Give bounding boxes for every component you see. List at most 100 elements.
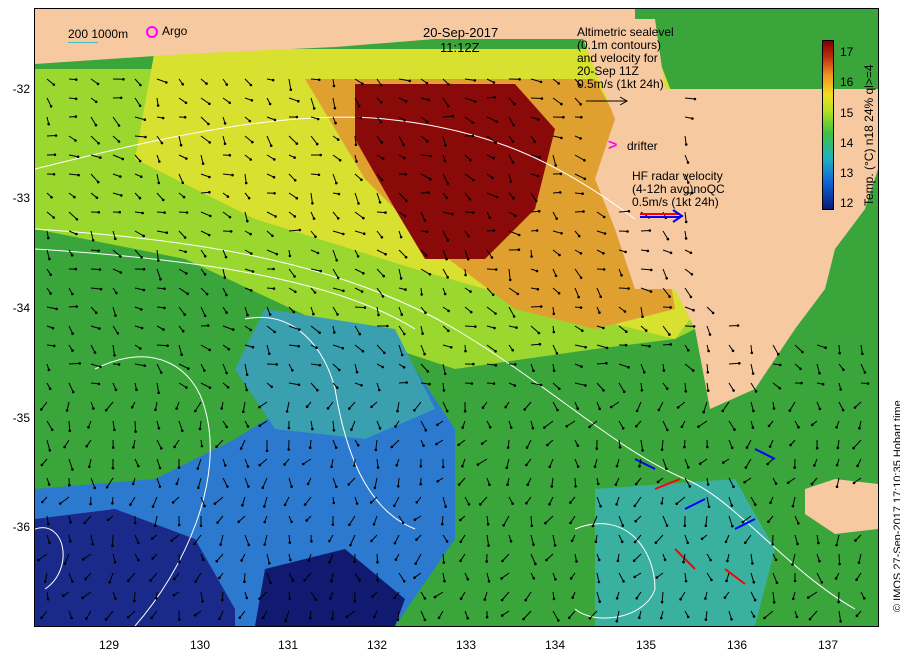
velocity-arrow-head — [813, 464, 816, 467]
velocity-arrow-head — [156, 104, 160, 107]
velocity-arrow-head — [515, 326, 518, 329]
velocity-arrow — [200, 173, 210, 178]
velocity-arrow-head — [75, 218, 79, 221]
velocity-arrow-head — [810, 482, 814, 486]
velocity-arrow-head — [307, 559, 311, 562]
velocity-arrow-head — [436, 479, 440, 483]
velocity-arrow-head — [348, 407, 351, 410]
velocity-arrow-head — [334, 121, 337, 125]
velocity-arrow-head — [768, 445, 772, 448]
velocity-arrow-head — [49, 273, 52, 277]
velocity-arrow — [508, 116, 515, 126]
velocity-arrow-head — [550, 485, 554, 488]
velocity-arrow-head — [216, 521, 219, 524]
velocity-arrow-head — [471, 121, 475, 124]
velocity-arrow-head — [335, 485, 338, 489]
velocity-arrow-head — [193, 613, 197, 617]
velocity-arrow-head — [362, 232, 366, 235]
velocity-arrow-head — [793, 579, 797, 583]
velocity-arrow-head — [157, 259, 160, 262]
velocity-arrow — [174, 439, 180, 448]
velocity-arrow-head — [163, 287, 166, 291]
velocity-arrow-head — [275, 252, 279, 256]
velocity-arrow-head — [444, 505, 448, 508]
velocity-arrow-head — [357, 104, 361, 108]
velocity-arrow-head — [249, 232, 252, 236]
velocity-arrow-head — [579, 276, 583, 280]
velocity-arrow — [610, 401, 620, 408]
velocity-arrow-head — [315, 346, 318, 350]
velocity-arrow — [331, 572, 334, 582]
velocity-arrow — [750, 572, 755, 583]
velocity-arrow — [376, 211, 386, 214]
velocity-arrow — [552, 97, 562, 105]
velocity-arrow-head — [275, 363, 278, 366]
velocity-arrow-head — [665, 524, 669, 527]
velocity-arrow — [90, 477, 96, 489]
velocity-arrow-head — [538, 156, 542, 159]
velocity-arrow-head — [638, 616, 641, 619]
velocity-arrow-head — [621, 524, 625, 527]
velocity-arrow — [376, 135, 383, 143]
velocity-arrow — [594, 458, 598, 467]
velocity-arrow-head — [358, 332, 362, 336]
temperature-colorbar — [822, 40, 834, 210]
velocity-arrow — [703, 401, 708, 413]
velocity-arrow — [442, 363, 446, 374]
velocity-arrow-head — [622, 580, 625, 583]
velocity-arrow-head — [378, 201, 382, 204]
velocity-arrow — [442, 135, 446, 146]
velocity-arrow — [596, 287, 602, 297]
velocity-arrow — [222, 477, 228, 487]
velocity-arrow-head — [579, 306, 583, 309]
velocity-arrow-head — [552, 597, 556, 601]
velocity-arrow — [684, 135, 687, 145]
velocity-arrow-head — [98, 327, 101, 330]
velocity-arrow — [640, 344, 650, 347]
velocity-arrow — [46, 97, 52, 107]
velocity-arrow-head — [555, 352, 559, 355]
velocity-arrow-head — [313, 291, 317, 294]
velocity-arrow — [420, 97, 429, 101]
velocity-arrow-head — [273, 192, 276, 195]
velocity-arrow-head — [244, 181, 248, 185]
velocity-arrow-head — [648, 229, 652, 232]
velocity-arrow-head — [492, 156, 495, 160]
velocity-arrow — [393, 496, 400, 507]
velocity-arrow — [742, 515, 752, 523]
velocity-arrow-head — [390, 445, 394, 449]
velocity-arrow-head — [85, 444, 89, 448]
velocity-arrow — [420, 420, 427, 431]
velocity-arrow-head — [140, 326, 144, 330]
velocity-arrow — [552, 230, 562, 234]
velocity-arrow-head — [247, 543, 251, 547]
velocity-arrow-head — [137, 558, 140, 562]
velocity-arrow — [263, 496, 268, 507]
velocity-arrow-head — [815, 446, 819, 450]
velocity-arrow-head — [423, 352, 426, 356]
velocity-arrow — [464, 173, 474, 181]
velocity-arrow-head — [778, 386, 782, 390]
velocity-arrow-head — [274, 215, 277, 218]
velocity-arrow-head — [381, 365, 385, 369]
velocity-arrow-head — [624, 343, 628, 347]
velocity-arrow — [486, 534, 490, 546]
velocity-arrow-head — [121, 157, 125, 161]
velocity-arrow-head — [151, 505, 155, 508]
velocity-arrow-head — [165, 231, 169, 234]
velocity-arrow-head — [403, 214, 407, 218]
velocity-arrow — [376, 249, 386, 255]
velocity-arrow-head — [621, 427, 625, 430]
velocity-arrow-head — [130, 406, 134, 409]
velocity-arrow-head — [543, 426, 546, 429]
velocity-arrow — [640, 306, 643, 317]
velocity-arrow — [200, 116, 209, 125]
velocity-arrow — [222, 268, 226, 278]
velocity-arrow-head — [447, 309, 450, 313]
velocity-arrow-head — [316, 388, 319, 392]
velocity-arrow-head — [614, 483, 618, 486]
velocity-arrow-head — [463, 409, 467, 413]
velocity-arrow — [90, 154, 101, 159]
velocity-arrow — [552, 401, 558, 411]
velocity-arrow-head — [730, 504, 734, 507]
